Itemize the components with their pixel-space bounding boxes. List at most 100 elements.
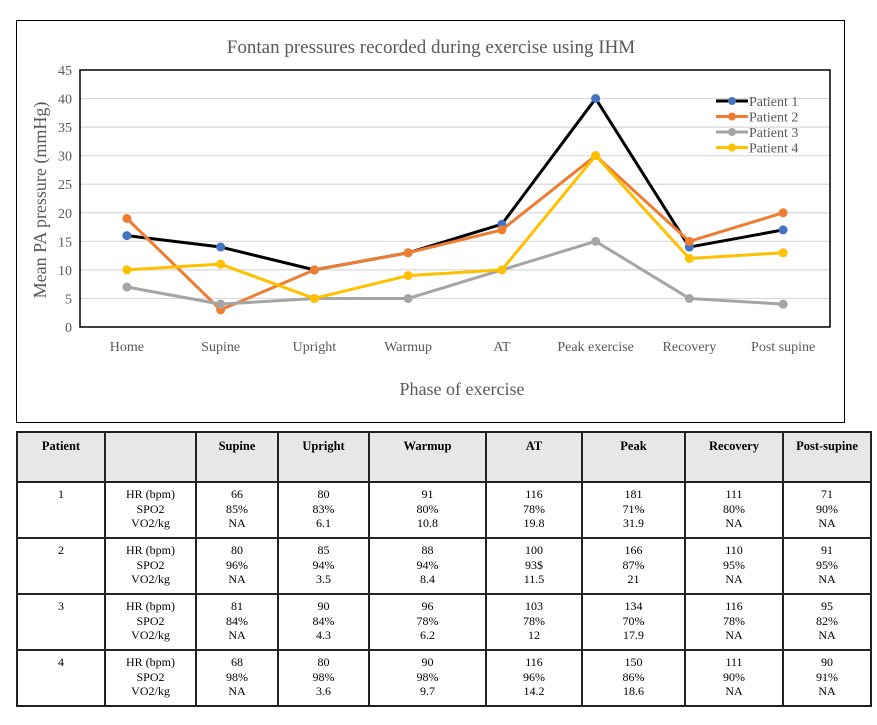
cell-value: 6.2 bbox=[420, 628, 435, 642]
legend-item: Patient 1 bbox=[716, 95, 798, 110]
data-point bbox=[497, 265, 507, 275]
cell-value: NA bbox=[228, 572, 246, 586]
cell-value: 14.2 bbox=[523, 684, 545, 698]
table-row: 3 HR (bpm) SPO2 VO2/kg 81 84% NA 90 84% 4.3 96 78% 6… bbox=[16, 593, 872, 651]
metric-label: SPO2 bbox=[136, 557, 165, 572]
column-header: Supine bbox=[195, 431, 279, 483]
series-line bbox=[126, 154, 784, 300]
y-tick-label: 0 bbox=[65, 321, 72, 336]
value-cell: 81 84% NA bbox=[195, 593, 279, 651]
cell-value: 91 bbox=[421, 487, 434, 501]
cell-value: 21 bbox=[627, 572, 640, 586]
y-tick-label: 5 bbox=[65, 292, 72, 307]
x-tick-label: Post supine bbox=[751, 340, 815, 355]
cell-value: NA bbox=[228, 516, 246, 530]
legend-label: Patient 1 bbox=[749, 95, 798, 110]
y-tick-label: 15 bbox=[58, 235, 72, 250]
cell-value: 68 bbox=[231, 655, 243, 669]
y-tick-label: 45 bbox=[58, 64, 72, 79]
data-point bbox=[216, 242, 226, 252]
cell-value: 81 bbox=[231, 599, 243, 613]
cell-value: NA bbox=[725, 516, 743, 530]
metric-labels-cell: HR (bpm) SPO2 VO2/kg bbox=[104, 593, 197, 651]
column-header: Recovery bbox=[684, 431, 784, 483]
metric-label: HR (bpm) bbox=[126, 599, 175, 613]
legend-marker-icon bbox=[728, 112, 736, 121]
cell-value: 87% bbox=[622, 557, 645, 572]
cell-value: 116 bbox=[725, 599, 743, 613]
column-header: Peak bbox=[581, 431, 686, 483]
cell-value: 96% bbox=[523, 669, 545, 684]
series-line bbox=[125, 154, 784, 312]
patient-id-cell: 1 bbox=[16, 481, 106, 539]
data-point bbox=[684, 236, 694, 246]
cell-value: 80 bbox=[317, 655, 330, 669]
cell-value: NA bbox=[725, 572, 743, 586]
cell-value: NA bbox=[725, 684, 743, 698]
cell-value: 88 bbox=[421, 543, 434, 557]
metric-label: HR (bpm) bbox=[126, 543, 175, 557]
series-2 bbox=[122, 151, 788, 315]
x-tick-label: Peak exercise bbox=[557, 340, 634, 355]
cell-value: 66 bbox=[231, 487, 243, 501]
value-cell: 116 78% NA bbox=[684, 593, 784, 651]
x-tick-label: Supine bbox=[201, 340, 240, 355]
patient-id-cell: 2 bbox=[16, 537, 106, 595]
metric-label: HR (bpm) bbox=[126, 487, 175, 501]
cell-value: 95% bbox=[816, 557, 838, 572]
plot-area-frame bbox=[79, 69, 831, 328]
cell-value: 134 bbox=[624, 599, 643, 613]
value-cell: 71 90% NA bbox=[782, 481, 872, 539]
legend-item: Patient 2 bbox=[716, 111, 798, 126]
cell-value: 103 bbox=[525, 599, 543, 613]
value-cell: 66 85% NA bbox=[195, 481, 279, 539]
value-cell: 103 78% 12 bbox=[485, 593, 583, 651]
chart-container: Fontan pressures recorded during exercis… bbox=[16, 20, 845, 423]
data-point bbox=[309, 265, 319, 275]
cell-value: 80% bbox=[723, 501, 745, 516]
cell-value: 96% bbox=[226, 557, 248, 572]
cell-value: NA bbox=[818, 572, 836, 586]
y-tick-label: 25 bbox=[58, 178, 72, 193]
legend-item: Patient 3 bbox=[716, 126, 798, 141]
x-tick-label: Upright bbox=[293, 340, 337, 355]
cell-value: 83% bbox=[312, 501, 335, 516]
cell-value: 96 bbox=[421, 599, 434, 613]
value-cell: 80 83% 6.1 bbox=[277, 481, 370, 539]
legend-marker-icon bbox=[728, 143, 736, 152]
cell-value: 100 bbox=[525, 543, 543, 557]
cell-value: 95% bbox=[723, 557, 745, 572]
cell-value: 90 bbox=[821, 655, 833, 669]
cell-value: 95 bbox=[821, 599, 833, 613]
x-axis-ticks: Home Supine Upright Warmup AT Peak exercise Re… bbox=[110, 340, 815, 355]
cell-value: 10.8 bbox=[417, 516, 438, 530]
cell-value: 94% bbox=[416, 557, 439, 572]
value-cell: 91 95% NA bbox=[782, 537, 872, 595]
cell-value: 91% bbox=[816, 669, 838, 684]
metric-label: VO2/kg bbox=[131, 628, 170, 642]
value-cell: 111 90% NA bbox=[684, 649, 784, 707]
cell-value: 90 bbox=[421, 655, 434, 669]
value-cell: 100 93$ 11.5 bbox=[485, 537, 583, 595]
cell-value: 116 bbox=[525, 655, 543, 669]
cell-value: 84% bbox=[226, 613, 248, 628]
cell-value: 12 bbox=[528, 628, 540, 642]
cell-value: 17.9 bbox=[623, 628, 644, 642]
data-point bbox=[122, 231, 132, 241]
cell-value: 98% bbox=[226, 669, 248, 684]
cell-value: 90% bbox=[723, 669, 745, 684]
metric-labels-cell: HR (bpm) SPO2 VO2/kg bbox=[104, 537, 197, 595]
metric-label: SPO2 bbox=[136, 669, 165, 684]
value-cell: 68 98% NA bbox=[195, 649, 279, 707]
value-cell: 134 70% 17.9 bbox=[581, 593, 686, 651]
cell-value: 78% bbox=[523, 501, 545, 516]
cell-value: 9.7 bbox=[420, 684, 435, 698]
legend-item: Patient 4 bbox=[716, 142, 798, 157]
value-cell: 88 94% 8.4 bbox=[368, 537, 487, 595]
cell-value: NA bbox=[228, 628, 246, 642]
series-line bbox=[126, 97, 784, 272]
data-point bbox=[122, 213, 132, 223]
value-cell: 95 82% NA bbox=[782, 593, 872, 651]
cell-value: 110 bbox=[725, 543, 743, 557]
